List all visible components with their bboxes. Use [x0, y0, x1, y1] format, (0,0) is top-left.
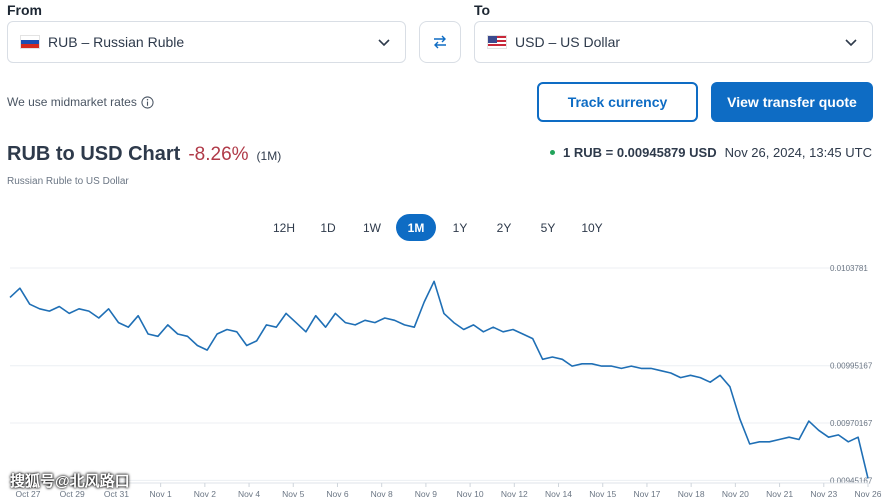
x-tick-label: Oct 29: [60, 489, 85, 499]
track-currency-button[interactable]: Track currency: [537, 82, 698, 122]
range-button-1m[interactable]: 1M: [396, 214, 436, 241]
from-currency-select[interactable]: RUB – Russian Ruble: [7, 21, 406, 63]
live-dot-icon: [550, 150, 556, 155]
rate-value: 1 RUB = 0.00945879 USD: [563, 145, 717, 160]
range-button-1w[interactable]: 1W: [363, 220, 381, 235]
x-tick-label: Oct 27: [15, 489, 40, 499]
us-flag-icon: [487, 35, 507, 49]
y-tick-label: 0.0103781: [830, 264, 868, 273]
x-tick-label: Nov 23: [810, 489, 837, 499]
x-tick-label: Nov 17: [633, 489, 660, 499]
x-tick-label: Nov 8: [371, 489, 393, 499]
y-tick-label: 0.00995167: [830, 362, 873, 371]
x-tick-label: Nov 14: [545, 489, 572, 499]
range-button-1y[interactable]: 1Y: [452, 220, 468, 235]
view-transfer-quote-button[interactable]: View transfer quote: [711, 82, 873, 122]
chart-title: RUB to USD Chart -8.26% (1M): [7, 143, 281, 166]
range-button-12h[interactable]: 12H: [272, 220, 295, 235]
midmarket-text: We use midmarket rates: [7, 95, 137, 109]
change-percent: -8.26%: [188, 144, 249, 165]
to-currency-name: – US Dollar: [548, 34, 621, 50]
range-button-1d[interactable]: 1D: [320, 220, 336, 235]
swap-arrows-icon: [434, 35, 446, 49]
x-tick-label: Nov 21: [766, 489, 793, 499]
watermark: 搜狐号@北风路口: [10, 473, 130, 490]
x-tick-label: Nov 2: [194, 489, 216, 499]
to-currency-select[interactable]: USD – US Dollar: [474, 21, 873, 63]
x-tick-label: Nov 18: [678, 489, 705, 499]
current-rate: 1 RUB = 0.00945879 USD Nov 26, 2024, 13:…: [550, 145, 872, 160]
russia-flag-icon: [20, 35, 40, 49]
rate-chart: 0.0103781 0.00995167 0.00970167 0.00945167 O…: [9, 264, 882, 499]
from-label: From: [7, 2, 42, 18]
y-tick-label: 0.00970167: [830, 419, 873, 428]
from-currency-name: – Russian Ruble: [81, 34, 185, 50]
to-label: To: [474, 2, 491, 18]
rate-timestamp: Nov 26, 2024, 13:45 UTC: [724, 145, 872, 160]
info-icon[interactable]: [141, 95, 154, 109]
x-tick-label: Nov 4: [238, 489, 260, 499]
to-currency-code: USD: [515, 34, 545, 50]
from-currency-code: RUB: [48, 34, 78, 50]
change-period: (1M): [256, 149, 282, 163]
range-button-2y[interactable]: 2Y: [496, 220, 512, 235]
range-selector: 12H 1D 1W 1M 1Y 2Y 5Y 10Y: [264, 214, 612, 241]
midmarket-note: We use midmarket rates: [7, 95, 154, 109]
x-tick-label: Nov 5: [282, 489, 304, 499]
x-tick-label: Nov 1: [150, 489, 172, 499]
chevron-down-icon: [378, 39, 390, 47]
x-tick-label: Nov 15: [589, 489, 616, 499]
chevron-down-icon: [845, 39, 857, 47]
x-tick-label: Nov 26: [855, 489, 882, 499]
rate-series-line: [9, 280, 869, 479]
range-button-10y[interactable]: 10Y: [581, 220, 603, 235]
x-tick-label: Nov 9: [415, 489, 437, 499]
x-tick-label: Nov 20: [722, 489, 749, 499]
range-button-5y[interactable]: 5Y: [540, 220, 556, 235]
chart-subtitle: Russian Ruble to US Dollar: [7, 176, 129, 187]
x-tick-label: Nov 12: [501, 489, 528, 499]
y-tick-label: 0.00945167: [830, 476, 873, 485]
swap-currencies-button[interactable]: [419, 21, 461, 63]
x-tick-label: Nov 10: [457, 489, 484, 499]
chart-title-text: RUB to USD Chart: [7, 143, 181, 165]
x-tick-label: Nov 6: [326, 489, 348, 499]
x-tick-label: Oct 31: [104, 489, 129, 499]
